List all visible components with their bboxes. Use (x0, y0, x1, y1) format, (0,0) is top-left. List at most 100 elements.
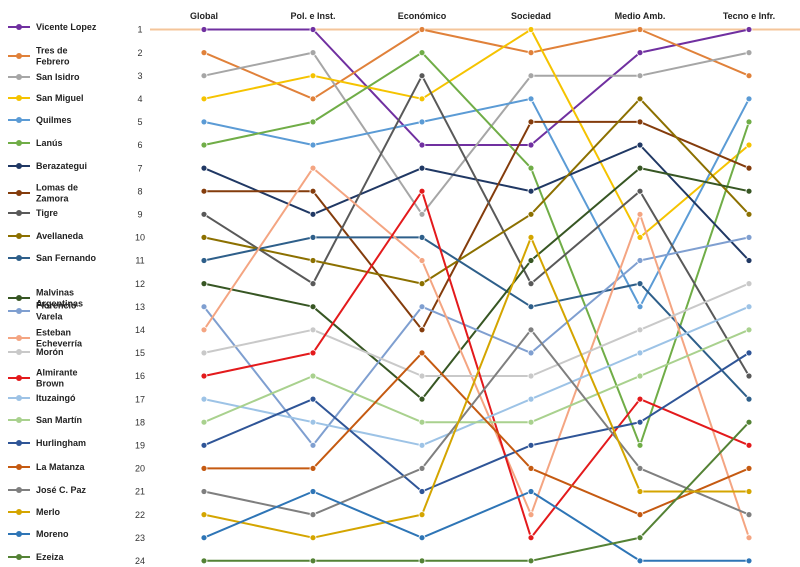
point-la-matanza-tecno-e-infr (745, 464, 753, 472)
legend-marker-ituzaingo (16, 395, 22, 401)
point-ezeiza-economico (418, 557, 426, 565)
point-lomas-de-zamora-global (200, 187, 208, 195)
legend-label-hurlingham: Hurlingham (36, 438, 86, 448)
point-ezeiza-tecno-e-infr (745, 418, 753, 426)
legend-marker-moreno (16, 531, 22, 537)
point-tigre-sociedad (527, 280, 535, 288)
y-tick-14: 14 (135, 325, 145, 335)
point-la-matanza-global (200, 464, 208, 472)
point-malvinas-argentinas-pol-e-inst (309, 303, 317, 311)
y-tick-20: 20 (135, 464, 145, 474)
point-moron-economico (418, 372, 426, 380)
series-line-lomas-de-zamora (204, 120, 750, 331)
legend-label-moreno: Moreno (36, 529, 69, 539)
point-san-fernando-tecno-e-infr (745, 395, 753, 403)
point-san-martin-medio-amb (636, 372, 644, 380)
series-line-lanus (203, 51, 750, 447)
category-label-pol-e-inst: Pol. e Inst. (290, 11, 335, 21)
legend-label-la-matanza: La Matanza (36, 462, 86, 472)
legend-marker-esteban-echeverria (16, 335, 22, 341)
point-san-isidro-sociedad (527, 72, 535, 80)
point-quilmes-global (200, 118, 208, 126)
point-san-martin-tecno-e-infr (745, 326, 753, 334)
point-tres-de-febrero-global (200, 49, 208, 56)
legend-marker-merlo (16, 509, 22, 515)
point-hurlingham-pol-e-inst (309, 395, 317, 403)
point-tres-de-febrero-economico (418, 26, 426, 33)
legend-label-tres-de-febrero: Tres de Febrero (36, 46, 70, 67)
series-line-jose-c-paz (203, 328, 750, 516)
series-line-san-isidro (203, 51, 750, 216)
legend-marker-tigre (16, 210, 22, 216)
point-moron-pol-e-inst (309, 326, 317, 334)
legend-label-esteban-echeverria: Esteban Echeverría (36, 328, 83, 349)
series-line-la-matanza (204, 351, 750, 516)
legend-marker-san-fernando (16, 255, 22, 261)
legend-marker-hurlingham (16, 440, 22, 446)
series-line-san-martin (203, 328, 750, 424)
point-almirante-brown-global (200, 372, 208, 380)
point-almirante-brown-economico (418, 187, 426, 195)
point-la-matanza-economico (418, 349, 426, 357)
point-moreno-medio-amb (636, 557, 644, 565)
point-hurlingham-sociedad (527, 441, 535, 449)
point-hurlingham-tecno-e-infr (745, 349, 753, 357)
point-hurlingham-economico (418, 488, 426, 495)
series-line-moreno (203, 490, 749, 562)
point-san-isidro-tecno-e-infr (745, 49, 753, 56)
point-lanus-medio-amb (636, 441, 644, 449)
legend-marker-berazategui (16, 163, 22, 169)
point-lanus-sociedad (527, 164, 535, 172)
point-ituzaingo-pol-e-inst (309, 418, 317, 426)
point-ituzaingo-medio-amb (636, 349, 644, 357)
y-tick-3: 3 (137, 71, 142, 81)
legend-label-vicente-lopez: Vicente Lopez (36, 22, 97, 32)
series-points (200, 26, 753, 565)
point-tigre-pol-e-inst (309, 280, 317, 288)
point-moreno-tecno-e-infr (745, 557, 753, 565)
legend-marker-florencio-varela (16, 308, 22, 314)
point-lanus-pol-e-inst (309, 118, 317, 126)
y-tick-16: 16 (135, 371, 145, 381)
point-florencio-varela-tecno-e-infr (745, 233, 753, 241)
category-label-economico: Económico (398, 11, 447, 21)
point-san-isidro-global (200, 72, 208, 80)
point-berazategui-medio-amb (636, 141, 644, 149)
point-florencio-varela-sociedad (527, 349, 535, 357)
point-malvinas-argentinas-economico (418, 395, 426, 403)
series-line-avellaneda (203, 97, 750, 285)
point-san-isidro-economico (418, 210, 426, 218)
point-quilmes-medio-amb (636, 303, 644, 311)
y-tick-8: 8 (137, 186, 142, 196)
point-san-miguel-global (200, 95, 208, 103)
point-moreno-pol-e-inst (309, 488, 317, 495)
point-san-martin-economico (418, 418, 426, 426)
point-esteban-echeverria-sociedad (527, 511, 535, 518)
legend-marker-jose-c-paz (16, 487, 22, 493)
point-san-miguel-medio-amb (636, 233, 644, 241)
legend-label-san-isidro: San Isidro (36, 72, 80, 82)
point-lanus-tecno-e-infr (745, 118, 753, 126)
legend-label-ituzaingo: Ituzaingó (36, 393, 76, 403)
point-vicente-lopez-economico (418, 141, 426, 149)
category-label-tecno-e-infr: Tecno e Infr. (723, 11, 775, 21)
y-tick-12: 12 (135, 279, 145, 289)
point-la-matanza-medio-amb (636, 511, 644, 518)
point-lomas-de-zamora-economico (418, 326, 426, 334)
legend-label-avellaneda: Avellaneda (36, 231, 84, 241)
point-esteban-echeverria-global (200, 326, 208, 334)
point-jose-c-paz-pol-e-inst (309, 511, 317, 518)
category-label-global: Global (190, 11, 218, 21)
point-ezeiza-sociedad (527, 557, 535, 565)
point-esteban-echeverria-pol-e-inst (309, 164, 317, 172)
point-jose-c-paz-sociedad (527, 326, 535, 334)
point-ezeiza-global (200, 557, 208, 565)
legend-label-berazategui: Berazategui (36, 161, 87, 171)
series-line-tres-de-febrero (203, 28, 750, 100)
y-tick-6: 6 (137, 140, 142, 150)
point-florencio-varela-economico (418, 303, 426, 311)
point-esteban-echeverria-economico (418, 257, 426, 264)
category-label-medio-amb: Medio Amb. (615, 11, 666, 21)
y-tick-2: 2 (137, 48, 142, 58)
